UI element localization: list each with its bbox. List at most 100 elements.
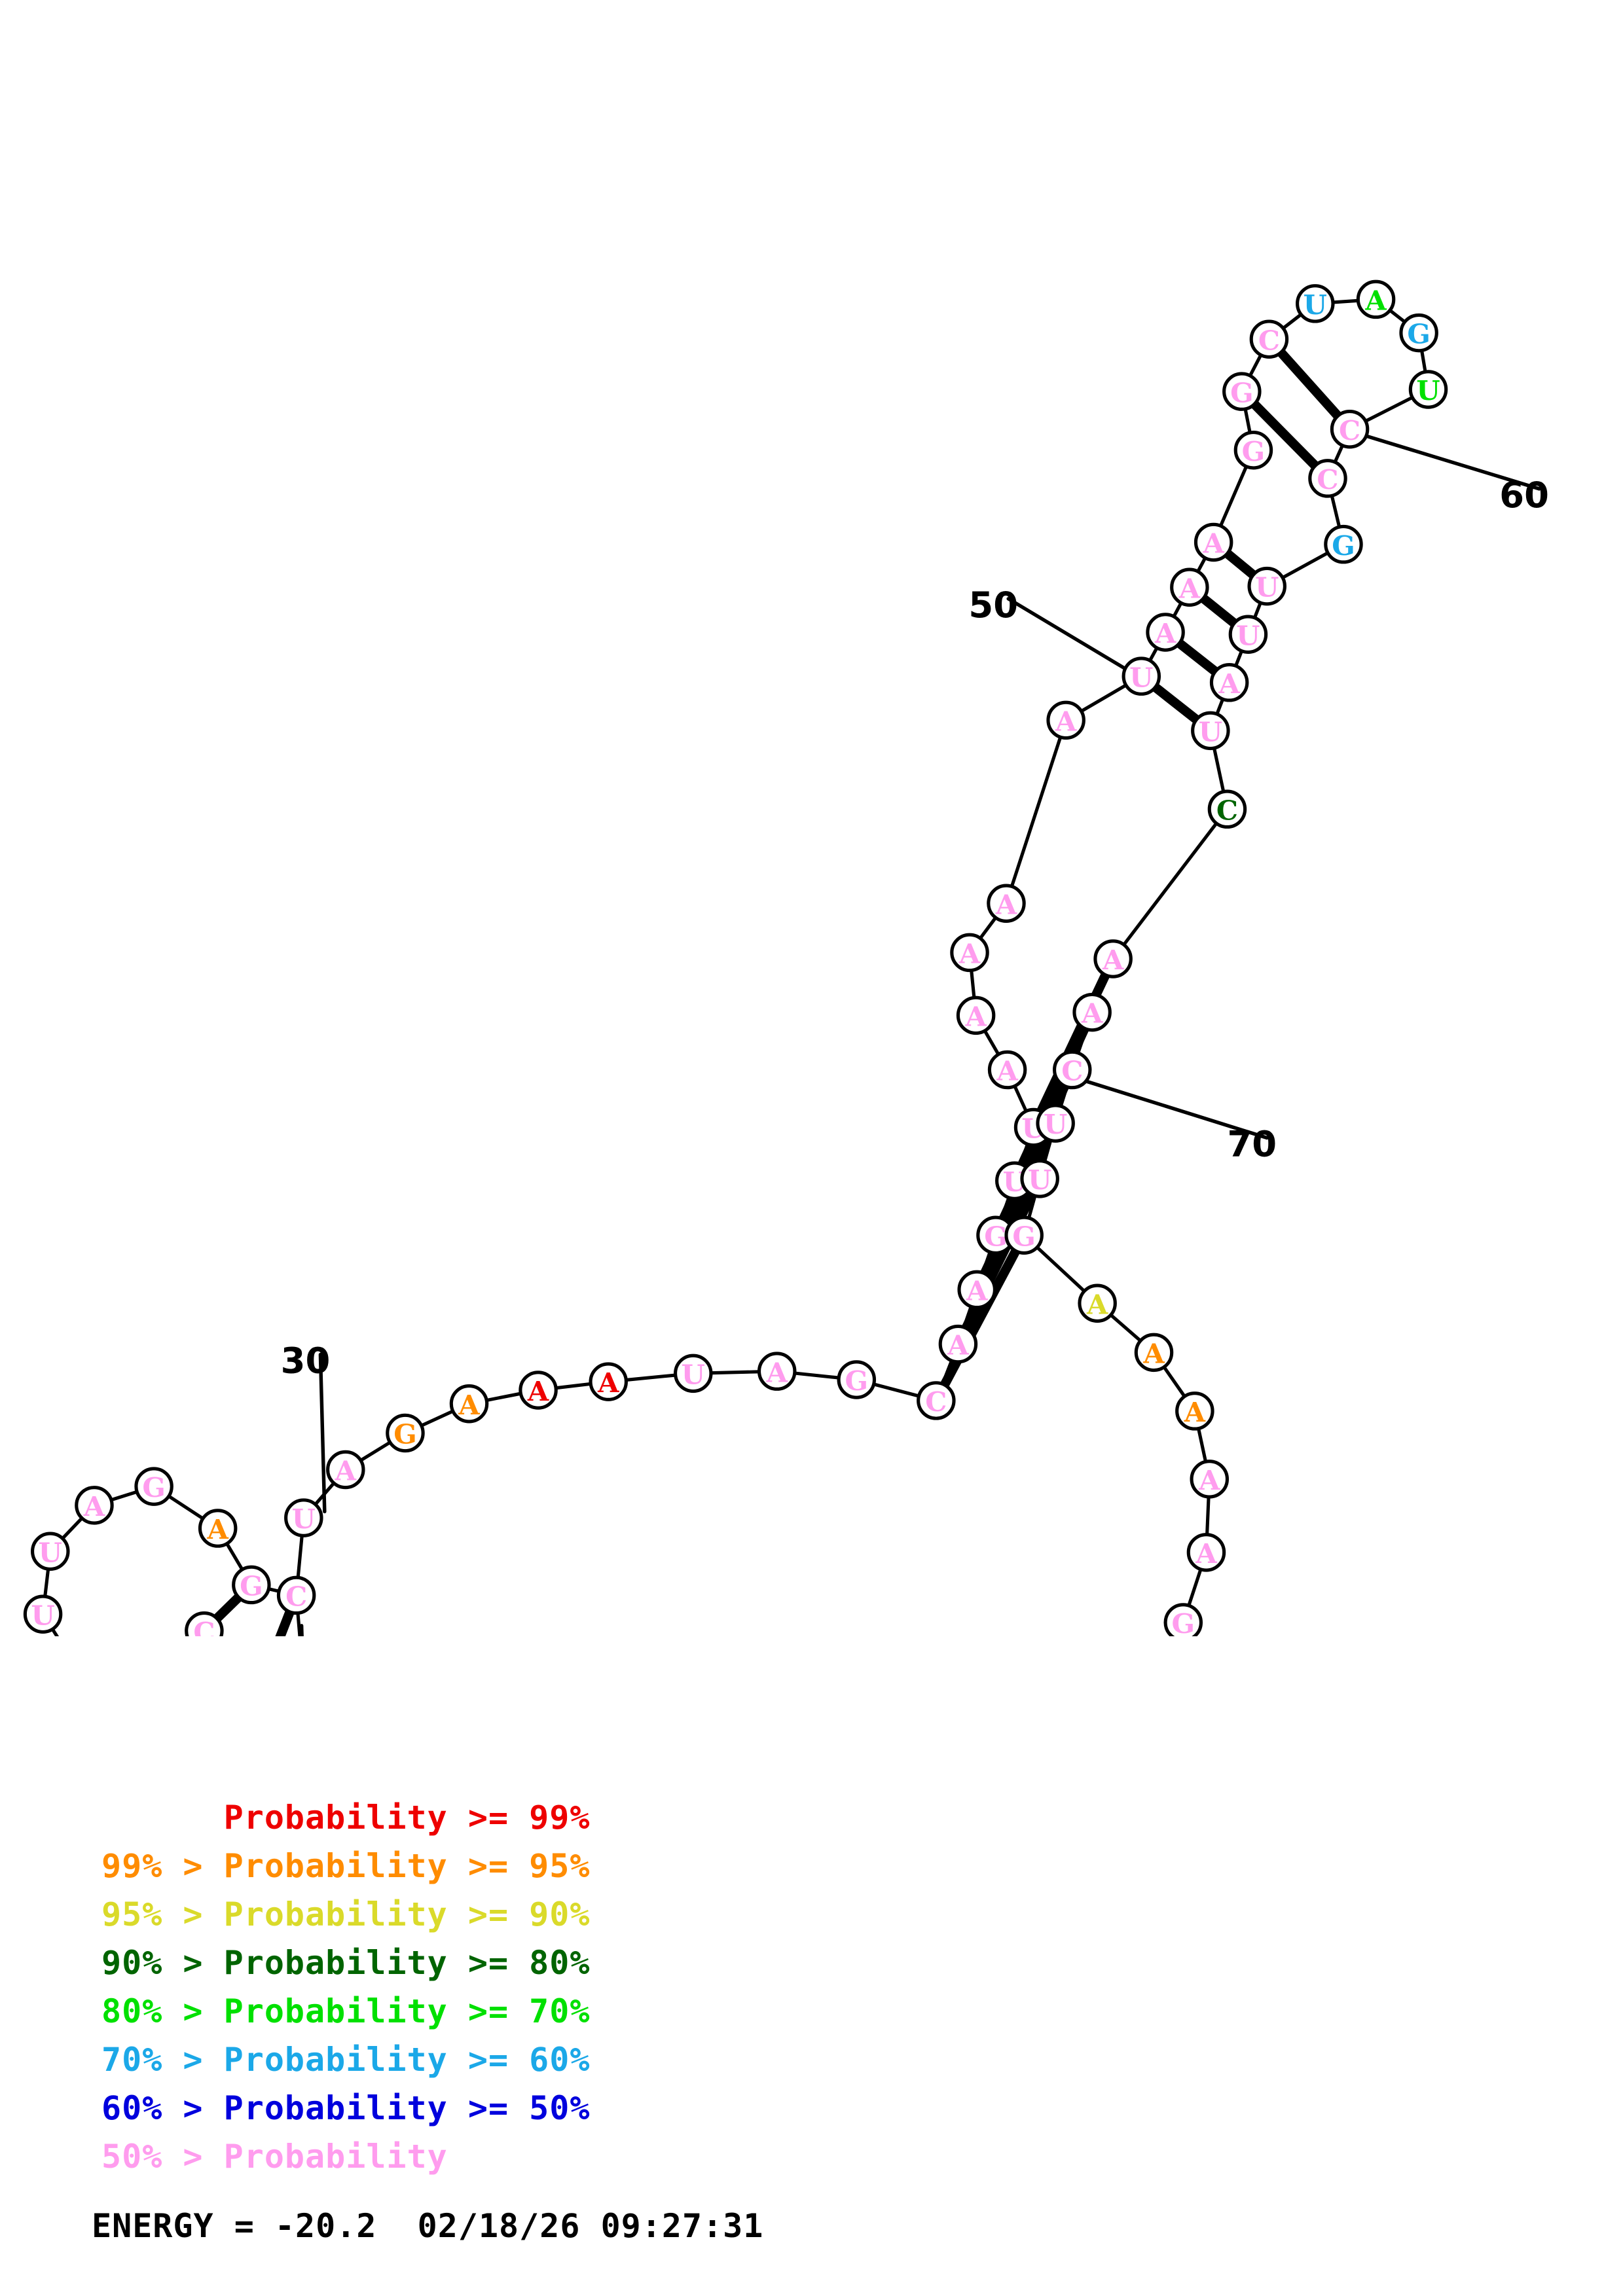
position-label: 50 xyxy=(968,584,1018,626)
base-node: A xyxy=(987,1050,1027,1090)
backbone-segment xyxy=(1364,395,1414,423)
backbone-segment xyxy=(1243,407,1252,435)
base-circle xyxy=(185,1611,224,1636)
base-circle xyxy=(1191,711,1230,751)
base-node: A xyxy=(950,933,989,973)
base-letter: A xyxy=(1102,944,1124,976)
legend-row: 60% > Probability >= 50% xyxy=(101,2089,591,2127)
base-circle xyxy=(1209,663,1249,702)
base-node: A xyxy=(938,1324,978,1364)
position-leader xyxy=(1006,597,1139,677)
base-circle xyxy=(198,1509,238,1548)
base-letter: G xyxy=(845,1365,869,1397)
backbone-segment xyxy=(983,1029,1000,1056)
backbone-segment xyxy=(167,1494,205,1520)
base-letter: G xyxy=(240,1570,263,1602)
backbone-segment xyxy=(296,1534,304,1579)
base-circle xyxy=(1078,1283,1117,1323)
base-circle xyxy=(987,884,1026,923)
position-leader-layer xyxy=(299,429,1541,1636)
base-letter: A xyxy=(458,1389,480,1421)
base-letter: U xyxy=(1255,571,1279,603)
base-circle xyxy=(1072,992,1112,1032)
backbone-segment xyxy=(60,1516,84,1541)
base-circle xyxy=(1170,567,1209,607)
base-pair-bond xyxy=(1175,639,1219,676)
base-circle xyxy=(589,1362,628,1401)
base-node: A xyxy=(1356,279,1396,319)
backbone-segment xyxy=(1252,601,1262,620)
base-circle xyxy=(1175,1391,1214,1431)
base-letter: G xyxy=(1242,435,1266,467)
base-circle xyxy=(757,1352,797,1391)
rna-structure-panel: CUUCAAGCUCGGCCACGCCGAGAUUUUGCUAGAAAUAGCA… xyxy=(23,279,1549,1636)
backbone-segment xyxy=(1109,1313,1142,1343)
backbone-segment xyxy=(1122,821,1218,946)
base-letter: G xyxy=(1332,529,1355,562)
base-node: U xyxy=(1408,370,1448,409)
base-letter: A xyxy=(335,1455,357,1487)
backbone-segment xyxy=(793,1371,841,1380)
base-circle xyxy=(284,1498,323,1537)
base-node: C xyxy=(1052,1050,1092,1090)
base-node: C xyxy=(185,1611,224,1636)
base-circle xyxy=(1146,613,1185,652)
backbone-segment xyxy=(1187,1568,1203,1607)
backbone-segment xyxy=(225,1541,244,1571)
backbone-segment xyxy=(624,1373,678,1382)
base-node: A xyxy=(1093,939,1133,978)
base-letter: A xyxy=(1086,1288,1108,1320)
base-node: U xyxy=(1020,1159,1059,1198)
backbone-segment xyxy=(709,1370,761,1375)
backbone-segment xyxy=(266,1587,281,1593)
backbone-segment xyxy=(1197,1426,1208,1463)
base-node: U xyxy=(1247,566,1286,606)
base-letter: C xyxy=(285,1581,307,1613)
base-node: A xyxy=(326,1450,365,1490)
base-circle xyxy=(1052,1050,1092,1090)
base-node: A xyxy=(1186,1533,1226,1572)
base-circle xyxy=(1046,700,1085,740)
backbone-segment xyxy=(1248,353,1263,378)
base-circle xyxy=(1324,524,1363,564)
base-letter: C xyxy=(1258,324,1280,356)
legend-row: 99% > Probability >= 95% xyxy=(101,1847,591,1885)
base-node: G xyxy=(1233,430,1273,470)
base-circle xyxy=(1190,1460,1230,1499)
base-node: U xyxy=(674,1354,713,1393)
base-circle xyxy=(134,1467,173,1506)
base-node: G xyxy=(232,1565,271,1605)
position-label: 30 xyxy=(281,1340,331,1382)
base-letter: G xyxy=(1012,1220,1036,1252)
base-circle xyxy=(326,1450,365,1490)
base-circle xyxy=(1186,1533,1226,1572)
backbone-segment xyxy=(554,1382,593,1390)
base-letter: A xyxy=(995,888,1017,920)
base-circle xyxy=(1233,430,1273,470)
base-circle xyxy=(1330,409,1370,449)
base-pair-bond xyxy=(275,1609,295,1636)
backbone-segment xyxy=(1148,646,1159,662)
base-circle xyxy=(449,1384,489,1424)
base-node: G xyxy=(386,1413,425,1453)
backbone-segment xyxy=(978,916,998,941)
base-letter: A xyxy=(1364,285,1387,317)
base-circle xyxy=(1194,522,1233,562)
base-circle xyxy=(950,933,989,973)
base-node: U xyxy=(284,1498,323,1537)
base-circle xyxy=(1207,789,1247,829)
backbone-segment xyxy=(1388,308,1407,324)
base-letter: A xyxy=(1184,1396,1206,1428)
base-circle xyxy=(956,996,996,1035)
base-node: A xyxy=(1134,1333,1174,1372)
base-layer: CUUCAAGCUCGGCCACGCCGAGAUUUUGCUAGAAAUAGCA… xyxy=(23,279,1448,1636)
legend-row: 80% > Probability >= 70% xyxy=(101,1992,591,2030)
backbone-segment xyxy=(1080,683,1128,713)
base-letter: A xyxy=(958,938,981,970)
base-circle xyxy=(1163,1603,1203,1636)
position-label: 70 xyxy=(1227,1124,1277,1165)
legend-row: 70% > Probability >= 60% xyxy=(101,2041,591,2079)
base-node: C xyxy=(917,1381,956,1420)
base-letter: U xyxy=(1199,715,1222,747)
base-node: A xyxy=(957,1270,996,1310)
